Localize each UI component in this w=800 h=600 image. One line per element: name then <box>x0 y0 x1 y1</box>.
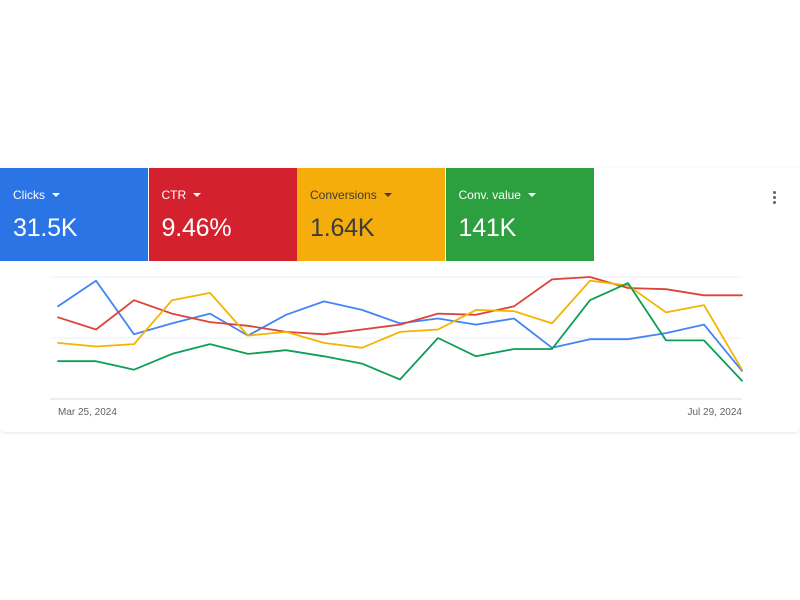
series-line-ctr <box>57 276 743 336</box>
metric-card-header: Clicks <box>13 188 148 202</box>
series-line-conversions <box>57 279 743 371</box>
caret-down-icon <box>527 193 536 197</box>
metric-card-clicks[interactable]: Clicks 31.5K <box>0 168 148 261</box>
caret-down-icon <box>383 193 392 197</box>
dot <box>772 200 776 204</box>
chart-series <box>57 276 743 382</box>
series-line-clicks <box>57 279 743 372</box>
metric-card-header: Conv. value <box>459 188 594 202</box>
metric-card-header: CTR <box>162 188 297 202</box>
metric-value: 9.46% <box>161 214 232 242</box>
metric-value: 1.64K <box>310 214 375 242</box>
more-vert-icon[interactable] <box>764 186 784 208</box>
metric-card-conv-value[interactable]: Conv. value 141K <box>445 168 594 261</box>
chart-svg <box>50 276 743 400</box>
x-tick-label-end: Jul 29, 2024 <box>687 407 743 418</box>
series-line-conv-value <box>57 282 743 382</box>
performance-chart: Mar 25, 2024 Jul 29, 2024 <box>0 261 800 432</box>
dot <box>772 195 776 199</box>
caret-down-icon <box>193 193 202 197</box>
metric-label: Conversions <box>310 188 377 202</box>
performance-panel: Clicks 31.5K CTR 9.46% Conversions 1.64K… <box>0 168 800 432</box>
metric-cards: Clicks 31.5K CTR 9.46% Conversions 1.64K… <box>0 168 594 261</box>
metric-label: CTR <box>161 188 187 202</box>
metric-card-header: Conversions <box>310 188 445 202</box>
metric-value: 31.5K <box>13 214 78 242</box>
metric-card-ctr[interactable]: CTR 9.46% <box>148 168 297 261</box>
metric-card-conversions[interactable]: Conversions 1.64K <box>297 168 445 261</box>
caret-down-icon <box>52 193 60 197</box>
metric-label: Conv. value <box>458 188 521 202</box>
metric-value: 141K <box>458 214 517 242</box>
x-tick-label-start: Mar 25, 2024 <box>58 407 117 418</box>
dot <box>772 190 776 194</box>
chart-grid <box>50 276 742 400</box>
metric-label: Clicks <box>13 188 45 202</box>
